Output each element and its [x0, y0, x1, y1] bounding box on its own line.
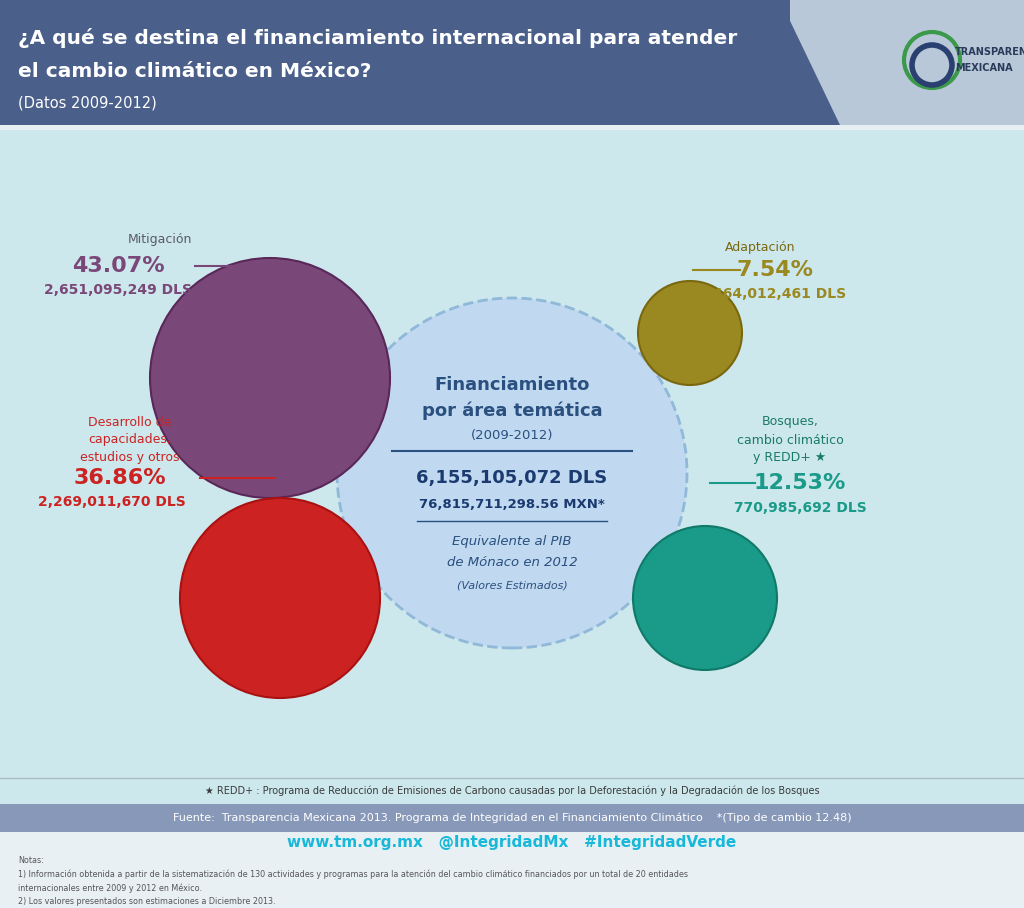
- Circle shape: [337, 298, 687, 648]
- Text: Equivalente al PIB: Equivalente al PIB: [453, 535, 571, 548]
- Text: 2,269,011,670 DLS: 2,269,011,670 DLS: [38, 495, 186, 509]
- Text: 2,651,095,249 DLS: 2,651,095,249 DLS: [44, 283, 193, 297]
- Bar: [0, 804, 1024, 832]
- Circle shape: [150, 258, 390, 498]
- Text: por área temática: por área temática: [422, 401, 602, 420]
- Bar: [0, 0, 790, 125]
- Text: TRANSPARENCIA: TRANSPARENCIA: [955, 47, 1024, 57]
- Text: 43.07%: 43.07%: [72, 256, 164, 276]
- Text: Bosques,
cambio climático
y REDD+ ★: Bosques, cambio climático y REDD+ ★: [736, 416, 844, 465]
- Bar: [0, 778, 1024, 804]
- Bar: [0, 130, 1024, 778]
- Text: Fuente:  Transparencia Mexicana 2013. Programa de Integridad en el Financiamient: Fuente: Transparencia Mexicana 2013. Pro…: [173, 813, 851, 824]
- Circle shape: [638, 281, 742, 385]
- Text: www.tm.org.mx   @IntegridadMx   #IntegridadVerde: www.tm.org.mx @IntegridadMx #IntegridadV…: [288, 835, 736, 851]
- Text: 464,012,461 DLS: 464,012,461 DLS: [714, 287, 847, 301]
- Text: MEXICANA: MEXICANA: [955, 63, 1013, 73]
- Text: 7.54%: 7.54%: [736, 260, 813, 280]
- Bar: [0, 854, 1024, 908]
- Text: 770,985,692 DLS: 770,985,692 DLS: [733, 501, 866, 515]
- Text: ¿A qué se destina el financiamiento internacional para atender: ¿A qué se destina el financiamiento inte…: [18, 28, 737, 48]
- Bar: [780, 0, 1024, 125]
- Text: 6,155,105,072 DLS: 6,155,105,072 DLS: [417, 469, 607, 487]
- Text: Financiamiento: Financiamiento: [434, 376, 590, 394]
- Text: 76,815,711,298.56 MXN*: 76,815,711,298.56 MXN*: [419, 498, 605, 511]
- Text: el cambio climático en México?: el cambio climático en México?: [18, 62, 372, 81]
- Polygon shape: [780, 0, 840, 125]
- Text: Notas:
1) Información obtenida a partir de la sistematización de 130 actividades: Notas: 1) Información obtenida a partir …: [18, 856, 688, 908]
- Circle shape: [180, 498, 380, 698]
- Text: ★ REDD+ : Programa de Reducción de Emisiones de Carbono causadas por la Deforest: ★ REDD+ : Programa de Reducción de Emisi…: [205, 785, 819, 796]
- Text: 36.86%: 36.86%: [74, 468, 166, 488]
- Text: (Valores Estimados): (Valores Estimados): [457, 580, 567, 590]
- Text: Desarrollo de
capacidades,
estudios y otros: Desarrollo de capacidades, estudios y ot…: [80, 416, 180, 465]
- Bar: [0, 832, 1024, 854]
- Circle shape: [633, 526, 777, 670]
- Text: (Datos 2009-2012): (Datos 2009-2012): [18, 95, 157, 110]
- Text: Mitigación: Mitigación: [128, 233, 193, 246]
- Text: Adaptación: Adaptación: [725, 242, 796, 254]
- Text: 12.53%: 12.53%: [754, 473, 846, 493]
- Text: (2009-2012): (2009-2012): [471, 429, 553, 441]
- Text: de Mónaco en 2012: de Mónaco en 2012: [446, 557, 578, 569]
